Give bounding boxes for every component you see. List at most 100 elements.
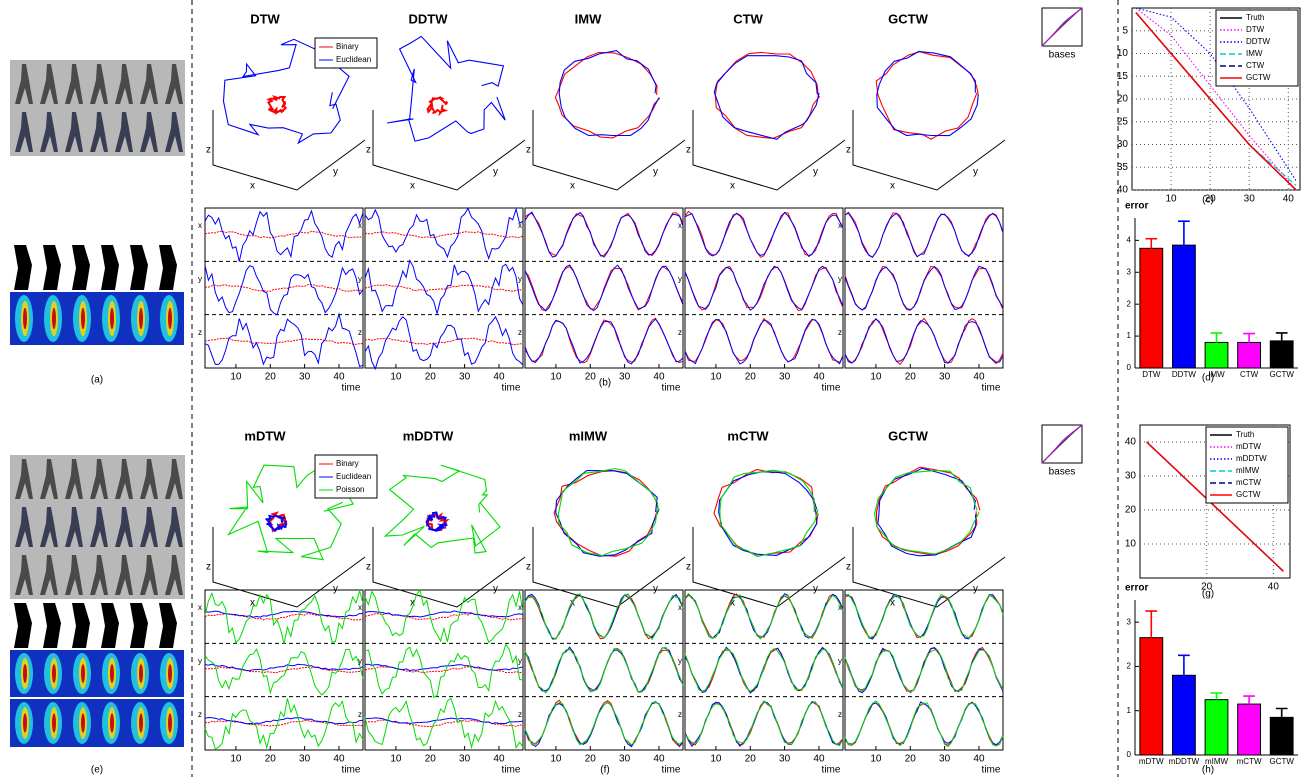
trace bbox=[845, 594, 1003, 638]
bar bbox=[1172, 675, 1195, 755]
trace bbox=[205, 266, 363, 315]
channel-label: y bbox=[518, 656, 522, 665]
bar bbox=[1205, 700, 1228, 755]
y-tick-label: 10 bbox=[1117, 48, 1129, 59]
legend-label: IMW bbox=[1246, 49, 1263, 58]
panel-title: GCTW bbox=[888, 428, 928, 443]
channel-label: y bbox=[678, 274, 682, 283]
x-tick-label: GCTW bbox=[1269, 370, 1294, 379]
y-tick-label: 30 bbox=[1117, 139, 1129, 150]
trace bbox=[205, 314, 363, 366]
axis-name: y bbox=[653, 584, 658, 595]
channel-label: y bbox=[838, 656, 842, 665]
time-tick-label: 20 bbox=[585, 372, 597, 383]
bar bbox=[1172, 245, 1195, 368]
y-tick-label: 4 bbox=[1127, 235, 1132, 244]
axis-name: x bbox=[410, 181, 415, 192]
heatmap-blob bbox=[81, 713, 85, 732]
time-tick-label: 10 bbox=[710, 372, 722, 383]
channel-label: x bbox=[678, 603, 682, 612]
axis-3d bbox=[213, 110, 365, 190]
x-tick-label: DDTW bbox=[1172, 370, 1196, 379]
time-tick-label: 20 bbox=[585, 754, 597, 765]
axis-name: z bbox=[366, 145, 371, 156]
y-tick-label: 35 bbox=[1117, 162, 1129, 173]
trace bbox=[845, 595, 1003, 639]
x-tick-label: mIMW bbox=[1205, 757, 1229, 766]
error-bar bbox=[1276, 333, 1288, 341]
panel-label: (e) bbox=[91, 765, 103, 776]
bar bbox=[1205, 342, 1228, 368]
time-tick-label: 40 bbox=[813, 754, 825, 765]
axis-name: x bbox=[250, 181, 255, 192]
trace bbox=[525, 700, 683, 746]
legend-label: GCTW bbox=[1246, 73, 1271, 82]
y-tick-label: 20 bbox=[1125, 505, 1137, 516]
panel-label: (f) bbox=[600, 765, 609, 776]
x-tick-label: mDTW bbox=[1139, 757, 1164, 766]
trace bbox=[205, 285, 363, 292]
time-tick-label: 20 bbox=[905, 372, 917, 383]
time-tick-label: 30 bbox=[619, 372, 631, 383]
axis-3d bbox=[853, 110, 1005, 190]
y-axis-label: error bbox=[1125, 201, 1148, 212]
trace bbox=[685, 701, 843, 746]
trace bbox=[685, 213, 843, 257]
panel-title: mIMW bbox=[569, 428, 608, 443]
x-tick-label: DTW bbox=[1142, 370, 1161, 379]
x-tick-label: 20 bbox=[1201, 582, 1213, 593]
channel-label: x bbox=[838, 603, 842, 612]
time-tick-label: 30 bbox=[299, 372, 311, 383]
silhouette bbox=[10, 245, 185, 290]
bar bbox=[1270, 341, 1293, 368]
time-tick-label: 40 bbox=[813, 372, 825, 383]
trajectory bbox=[714, 56, 819, 140]
time-tick-label: 30 bbox=[299, 754, 311, 765]
trace bbox=[845, 648, 1003, 693]
time-tick-label: 10 bbox=[550, 372, 562, 383]
trace bbox=[525, 703, 683, 747]
time-label: time bbox=[982, 765, 1001, 776]
axis-name: y bbox=[973, 584, 978, 595]
x-tick-label: 40 bbox=[1268, 582, 1280, 593]
axis-name: z bbox=[206, 562, 211, 573]
axis-name: x bbox=[570, 181, 575, 192]
heatmap-blob bbox=[110, 308, 114, 329]
channel-label: x bbox=[518, 603, 522, 612]
time-label: time bbox=[502, 765, 521, 776]
channel-label: z bbox=[198, 328, 202, 337]
time-tick-label: 40 bbox=[653, 372, 665, 383]
error-bar bbox=[1211, 333, 1223, 343]
y-tick-label: 2 bbox=[1127, 299, 1132, 308]
time-tick-label: 10 bbox=[710, 754, 722, 765]
heatmap-blob bbox=[23, 308, 27, 329]
panel-label: (a) bbox=[91, 375, 103, 386]
y-tick-label: 1 bbox=[1127, 706, 1132, 715]
trace bbox=[845, 318, 1003, 364]
trace bbox=[365, 338, 523, 344]
trace bbox=[685, 594, 843, 638]
y-tick-label: 0 bbox=[1127, 750, 1132, 759]
trace bbox=[525, 702, 683, 745]
y-tick-label: 3 bbox=[1127, 267, 1132, 276]
axis-name: z bbox=[366, 562, 371, 573]
legend-label: CTW bbox=[1246, 61, 1265, 70]
x-tick-label: mCTW bbox=[1237, 757, 1262, 766]
heatmap-blob bbox=[52, 308, 56, 329]
trace bbox=[845, 648, 1003, 692]
heatmap-blob bbox=[139, 308, 143, 329]
panel-title: DDTW bbox=[409, 11, 449, 26]
y-axis-label: error bbox=[1125, 583, 1148, 594]
bar bbox=[1270, 717, 1293, 755]
trace bbox=[205, 649, 363, 695]
x-tick-label: IMW bbox=[1208, 370, 1225, 379]
bar bbox=[1238, 704, 1261, 755]
panel-title: mDTW bbox=[244, 428, 286, 443]
time-label: time bbox=[662, 383, 681, 394]
channel-label: z bbox=[838, 328, 842, 337]
trace bbox=[685, 594, 843, 639]
channel-label: y bbox=[198, 274, 202, 283]
channel-label: z bbox=[358, 328, 362, 337]
channel-label: z bbox=[358, 710, 362, 719]
axis-name: z bbox=[846, 562, 851, 573]
